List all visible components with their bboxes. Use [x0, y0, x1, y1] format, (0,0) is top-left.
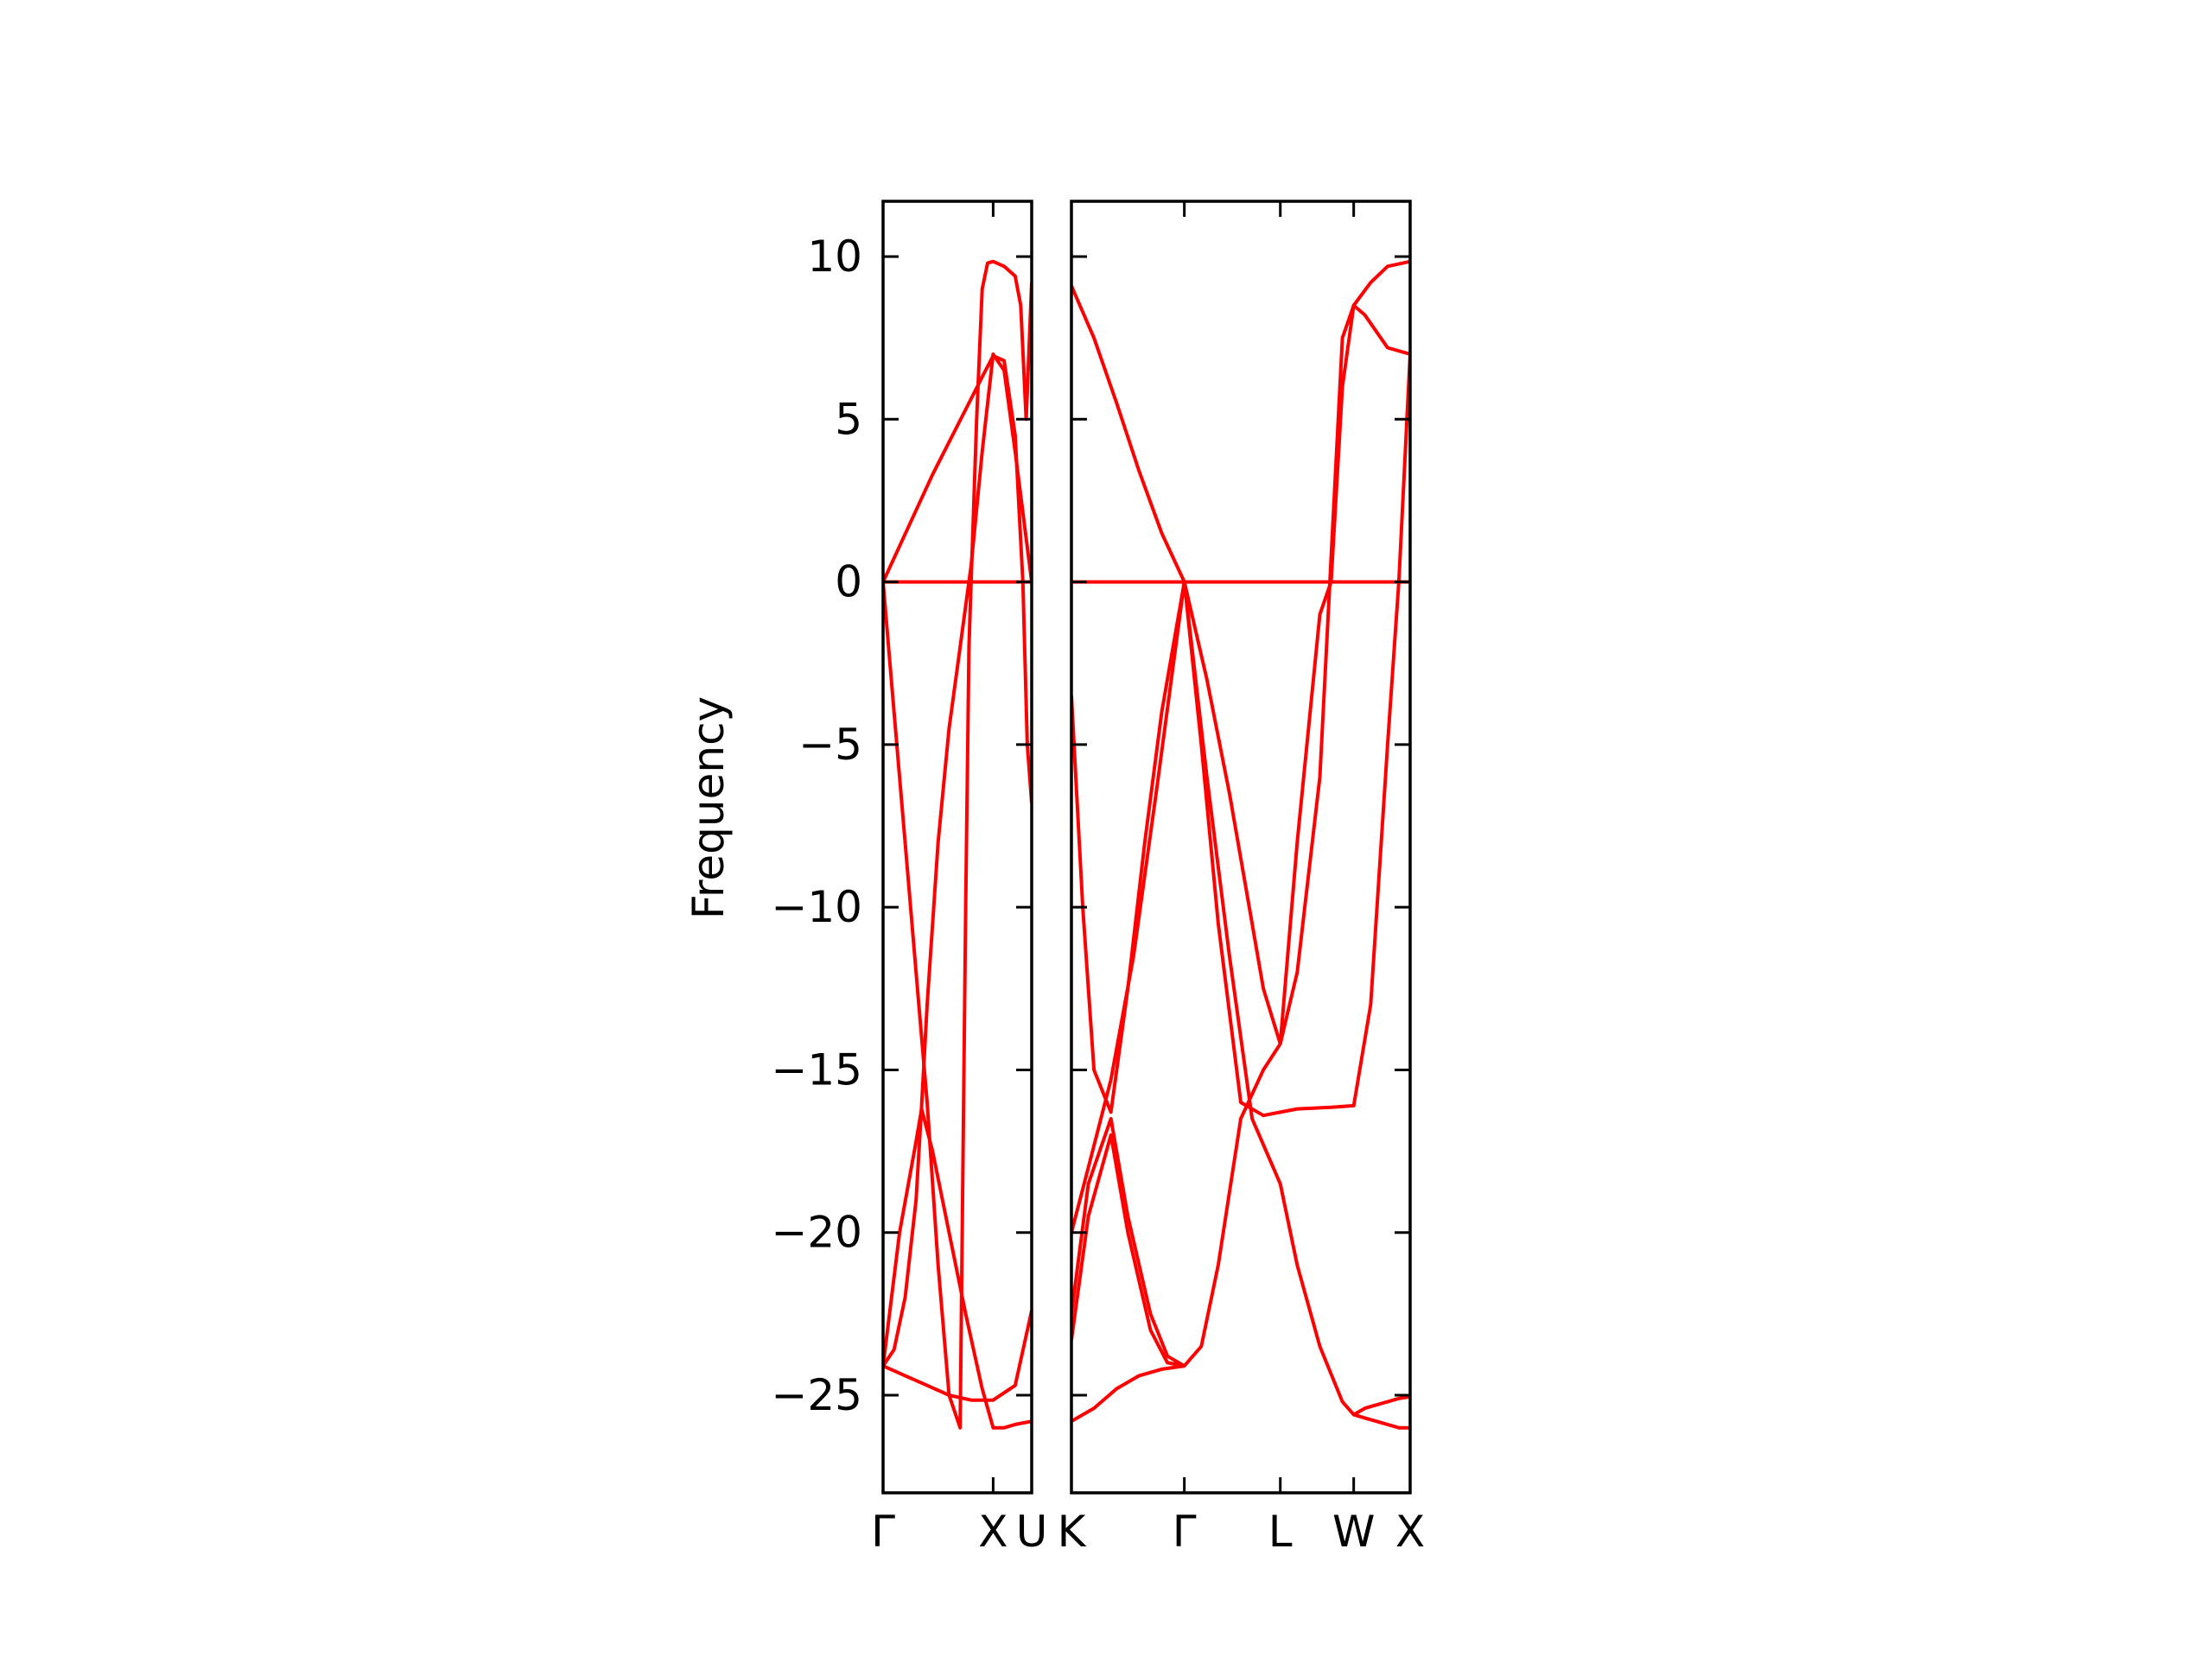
band-line-4 [883, 352, 1032, 1368]
band-line-3 [883, 259, 1032, 1430]
x-tick-label: W [1332, 1507, 1375, 1557]
plot-frame [881, 200, 1033, 1495]
x-tick-label: U [1016, 1507, 1048, 1557]
bands [1071, 259, 1410, 1430]
x-tick-label: Γ [1173, 1507, 1197, 1557]
band-line-3 [1071, 353, 1410, 1118]
y-axis-label: Frequency [683, 696, 734, 919]
x-tick-label: L [1268, 1507, 1293, 1557]
band-line-7 [1071, 1116, 1185, 1368]
y-tick-label: −20 [771, 1208, 862, 1258]
y-tick-label: −10 [771, 882, 862, 932]
x-tick-label: K [1058, 1507, 1087, 1557]
band-line-6 [883, 1107, 1032, 1430]
x-tick-label: X [978, 1507, 1007, 1557]
y-tick-label: −15 [771, 1044, 862, 1095]
band-line-6 [1071, 1364, 1185, 1423]
x-tick-label: Γ [871, 1507, 895, 1557]
y-tick-label: 5 [835, 394, 862, 444]
plot-frame [1070, 200, 1412, 1495]
y-tick-label: 10 [807, 232, 862, 282]
band-line-5 [1071, 259, 1410, 1368]
y-tick-label: −5 [798, 720, 862, 770]
y-tick-label: −25 [771, 1370, 862, 1420]
band-line-4 [1071, 580, 1410, 1430]
y-tick-label: 0 [835, 557, 862, 607]
band-line-8 [1352, 1394, 1410, 1417]
panel-gamma-x-u: Γ X U 10 5 0 −5 −10 −15 −20 −25 [771, 200, 1048, 1557]
bands [883, 259, 1032, 1430]
band-line-5 [883, 1310, 1032, 1402]
x-tick-label: X [1395, 1507, 1425, 1557]
